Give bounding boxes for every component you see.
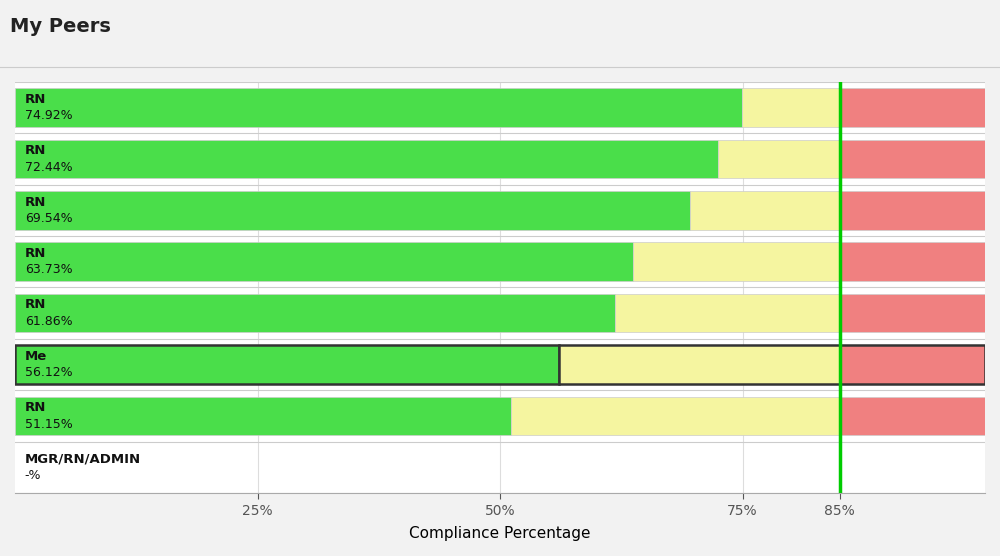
Text: RN: RN (25, 196, 46, 208)
Text: MGR/RN/ADMIN: MGR/RN/ADMIN (25, 453, 141, 466)
Bar (690, 191, 840, 230)
Bar (15, 397, 511, 435)
Bar (511, 397, 840, 435)
Text: RN: RN (25, 144, 46, 157)
Bar (840, 294, 985, 332)
Bar (15, 140, 718, 178)
Bar (840, 242, 985, 281)
Text: 63.73%: 63.73% (25, 264, 72, 276)
Text: My Peers: My Peers (10, 17, 111, 36)
X-axis label: Compliance Percentage: Compliance Percentage (409, 526, 591, 541)
Bar (840, 191, 985, 230)
Bar (742, 88, 840, 127)
Text: 72.44%: 72.44% (25, 161, 72, 173)
Text: 56.12%: 56.12% (25, 366, 72, 379)
Bar (559, 345, 840, 384)
Text: Me: Me (25, 350, 47, 363)
Text: 51.15%: 51.15% (25, 418, 72, 431)
Bar (840, 397, 985, 435)
Bar (15, 345, 559, 384)
Bar (718, 140, 840, 178)
Bar (15, 88, 742, 127)
Text: RN: RN (25, 401, 46, 414)
Text: 69.54%: 69.54% (25, 212, 72, 225)
Bar (15, 242, 633, 281)
Bar (15, 294, 615, 332)
Text: 61.86%: 61.86% (25, 315, 72, 328)
Text: 74.92%: 74.92% (25, 109, 72, 122)
Bar (15, 191, 690, 230)
Text: RN: RN (25, 247, 46, 260)
Bar (840, 345, 985, 384)
Bar (840, 88, 985, 127)
Text: RN: RN (25, 93, 46, 106)
Text: RN: RN (25, 299, 46, 311)
Bar (840, 140, 985, 178)
Text: -%: -% (25, 469, 41, 482)
Bar (633, 242, 840, 281)
Bar (615, 294, 840, 332)
